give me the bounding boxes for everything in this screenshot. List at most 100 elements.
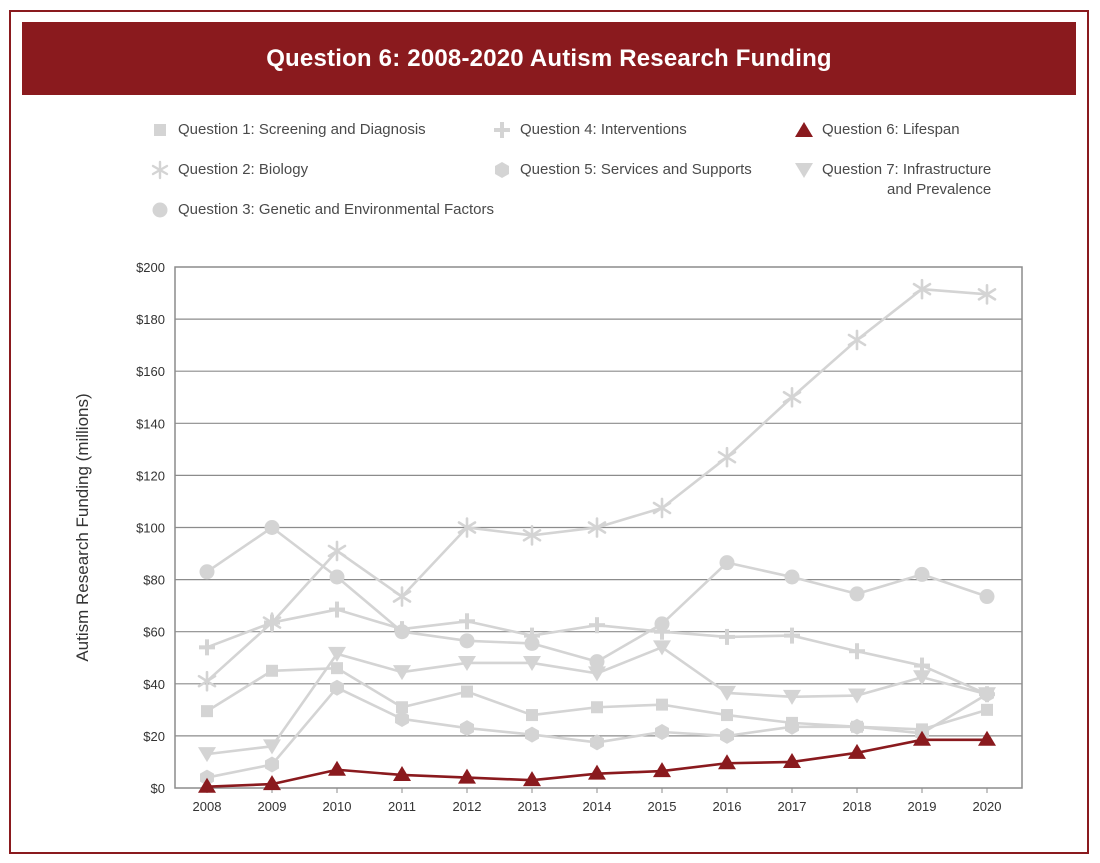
x-tick-label: 2017 [778, 799, 807, 814]
legend-item-q6: Question 6: Lifespan [794, 120, 960, 140]
data-point [654, 623, 670, 640]
circle-icon [152, 202, 168, 218]
data-point [718, 685, 736, 701]
data-point [457, 517, 477, 538]
triangle-up-icon [795, 122, 813, 137]
y-tick-label: $180 [136, 312, 165, 327]
title-banner: Question 6: 2008-2020 Autism Research Fu… [22, 22, 1076, 95]
series-line [206, 526, 988, 663]
y-tick-label: $160 [136, 364, 165, 379]
data-point [913, 670, 931, 686]
x-tick-label: 2018 [843, 799, 872, 814]
data-point [328, 760, 346, 776]
legend-label: Question 3: Genetic and Environmental Fa… [178, 201, 494, 218]
x-tick-label: 2016 [713, 799, 742, 814]
y-tick-label: $140 [136, 416, 165, 431]
plus-icon [494, 122, 510, 138]
data-point [656, 698, 668, 711]
asterisk-icon [151, 160, 169, 180]
data-point [263, 775, 281, 791]
legend-item-q5: Question 5: Services and Supports [492, 160, 752, 180]
data-point [589, 617, 605, 634]
data-point [522, 525, 542, 546]
data-point [329, 569, 345, 585]
legend-label: Question 6: Lifespan [822, 121, 960, 138]
legend: Question 1: Screening and Diagnosis Ques… [150, 115, 1050, 230]
data-point [655, 723, 669, 740]
data-point [850, 718, 864, 735]
y-tick-label: $100 [136, 521, 165, 536]
legend-item-q2: Question 2: Biology [150, 160, 308, 180]
data-point [718, 754, 736, 770]
y-axis-label: Autism Research Funding (millions) [73, 393, 92, 661]
data-point [200, 769, 214, 786]
data-point [848, 743, 866, 759]
data-point [329, 601, 345, 618]
data-point [653, 640, 671, 656]
data-point [978, 687, 996, 703]
legend-label-line1: Question 7: Infrastructure [822, 161, 992, 178]
chart-title: Question 6: 2008-2020 Autism Research Fu… [266, 44, 832, 72]
data-point [458, 768, 476, 784]
data-point [265, 756, 279, 773]
data-point [913, 730, 931, 746]
data-point [848, 688, 866, 704]
data-point [912, 278, 932, 300]
series-6 [198, 730, 996, 793]
x-tick-label: 2011 [388, 799, 416, 814]
x-tick-label: 2012 [453, 799, 482, 814]
data-point [590, 734, 604, 751]
data-point [327, 540, 347, 562]
data-point [458, 655, 476, 671]
legend-label: Question 7: Infrastructure and Prevalenc… [822, 160, 991, 200]
data-point [392, 586, 412, 607]
data-point [264, 520, 280, 535]
data-point [721, 709, 733, 722]
data-point [460, 720, 474, 737]
x-tick-label: 2009 [258, 799, 287, 814]
data-point [849, 643, 865, 660]
data-point [587, 517, 607, 538]
x-tick-label: 2010 [323, 799, 352, 814]
x-tick-label: 2008 [193, 799, 222, 814]
series-3 [199, 520, 995, 670]
data-point [201, 705, 213, 718]
data-point [978, 730, 996, 746]
data-point [783, 752, 801, 768]
data-point [330, 679, 344, 696]
data-point [720, 727, 734, 744]
x-tick-label: 2015 [648, 799, 677, 814]
x-tick-label: 2013 [518, 799, 547, 814]
legend-item-q3: Question 3: Genetic and Environmental Fa… [150, 200, 494, 220]
triangle-down-icon [795, 163, 813, 178]
legend-label: Question 2: Biology [178, 161, 309, 178]
data-point [784, 569, 800, 585]
series-line [206, 686, 988, 779]
y-tick-label: $0 [151, 781, 165, 796]
data-point [591, 701, 603, 714]
data-point [526, 709, 538, 722]
data-point [198, 747, 216, 763]
data-point [523, 771, 541, 787]
y-tick-label: $200 [136, 260, 165, 275]
data-point [847, 329, 867, 351]
series-4 [199, 601, 995, 703]
data-point [199, 564, 215, 580]
y-tick-label: $120 [136, 468, 165, 483]
data-point [459, 633, 475, 649]
data-point [393, 665, 411, 681]
data-point [395, 710, 409, 727]
x-tick-label: 2019 [908, 799, 937, 814]
data-point [198, 777, 216, 793]
data-point [784, 627, 800, 644]
legend-item-q1: Question 1: Screening and Diagnosis [150, 120, 426, 140]
y-tick-label: $60 [143, 625, 165, 640]
figure-frame [9, 10, 1089, 854]
hexagon-icon [495, 162, 509, 178]
data-point [199, 639, 215, 656]
data-point [525, 726, 539, 743]
legend-item-q4: Question 4: Interventions [492, 120, 687, 140]
y-tick-label: $80 [143, 573, 165, 588]
data-point [977, 284, 997, 305]
